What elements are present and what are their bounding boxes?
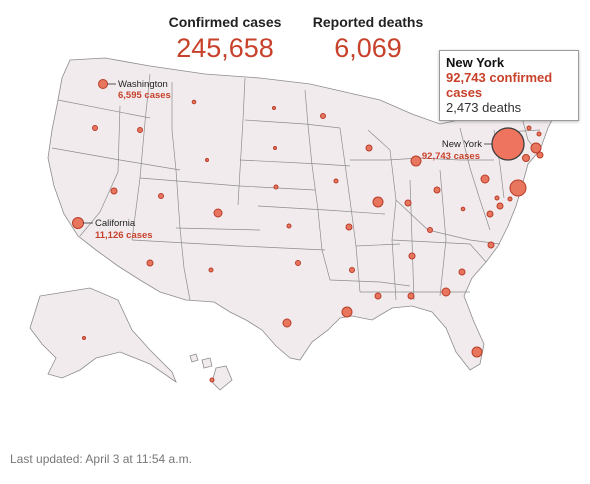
hawaii [189, 353, 233, 391]
state-tooltip: New York 92,743 confirmed cases 2,473 de… [439, 50, 579, 121]
last-updated: Last updated: April 3 at 11:54 a.m. [10, 452, 192, 466]
bubble-tennessee[interactable] [408, 252, 416, 260]
tooltip-deaths: 2,473 deaths [446, 100, 522, 115]
bubble-mississippi[interactable] [374, 292, 382, 300]
confirmed-cases-stat: Confirmed cases 245,658 [166, 14, 284, 63]
alaska [29, 287, 177, 384]
bubble-utah[interactable] [158, 193, 164, 199]
bubble-iowa[interactable] [333, 178, 339, 184]
label-california-cases: 11,126 cases [95, 230, 153, 241]
reported-deaths-stat: Reported deaths 6,069 [312, 14, 424, 63]
bubble-west-virginia[interactable] [460, 206, 466, 212]
bubble-michigan[interactable] [410, 155, 422, 167]
confirmed-cases-label: Confirmed cases [168, 14, 282, 30]
bubble-south-dakota[interactable] [273, 146, 277, 150]
bubble-wyoming[interactable] [205, 158, 209, 162]
bubble-virginia[interactable] [486, 210, 494, 218]
bubble-georgia[interactable] [441, 287, 451, 297]
bubble-california[interactable] [72, 217, 84, 229]
reported-deaths-label: Reported deaths [312, 14, 424, 30]
bubble-new-jersey[interactable] [509, 179, 527, 197]
bubble-indiana[interactable] [404, 199, 412, 207]
bubble-dc[interactable] [494, 195, 500, 201]
confirmed-cases-value: 245,658 [176, 33, 274, 63]
bubble-delaware[interactable] [507, 196, 513, 202]
bubble-kentucky[interactable] [427, 227, 433, 233]
bubble-texas[interactable] [282, 318, 292, 328]
label-washington: Washington 6,595 cases [107, 79, 171, 101]
bubble-nebraska[interactable] [273, 184, 279, 190]
bubble-oklahoma[interactable] [295, 260, 301, 266]
bubble-nevada[interactable] [110, 187, 118, 195]
bubble-massachusetts[interactable] [530, 142, 542, 154]
label-new-york-cases: 92,743 cases [422, 151, 480, 162]
reported-deaths-value: 6,069 [334, 33, 402, 63]
bubble-vermont[interactable] [526, 125, 532, 131]
bubble-oregon[interactable] [92, 125, 98, 131]
bubble-north-dakota[interactable] [272, 106, 276, 110]
bubble-rhode-island[interactable] [536, 151, 544, 159]
bubble-connecticut[interactable] [522, 154, 530, 162]
bubble-louisiana[interactable] [341, 306, 353, 318]
bubble-hawaii[interactable] [209, 377, 215, 383]
tooltip-state-name: New York [446, 55, 505, 70]
state-borders [51, 73, 541, 301]
label-california-name: California [95, 218, 136, 229]
bubble-south-carolina[interactable] [458, 268, 466, 276]
bubble-pennsylvania[interactable] [480, 174, 490, 184]
bubble-missouri[interactable] [345, 223, 353, 231]
label-new-york: New York 92,743 cases [422, 139, 492, 162]
bubble-alaska[interactable] [82, 336, 86, 340]
label-california: California 11,126 cases [83, 218, 153, 241]
bubble-arkansas[interactable] [349, 267, 355, 273]
bubble-maryland[interactable] [496, 202, 504, 210]
bubble-minnesota[interactable] [320, 113, 326, 119]
bubble-wisconsin[interactable] [365, 144, 373, 152]
bubble-kansas[interactable] [286, 223, 292, 229]
bubble-north-carolina[interactable] [487, 241, 495, 249]
case-bubbles [72, 79, 551, 383]
bubble-montana[interactable] [191, 99, 197, 105]
bubble-arizona[interactable] [146, 259, 154, 267]
bubble-idaho[interactable] [137, 127, 143, 133]
bubble-new-mexico[interactable] [208, 267, 214, 273]
bubble-illinois[interactable] [372, 196, 384, 208]
bubble-florida[interactable] [471, 346, 483, 358]
bubble-ohio[interactable] [433, 186, 441, 194]
bubble-new-hampshire[interactable] [536, 131, 542, 137]
bubble-alabama[interactable] [407, 292, 415, 300]
label-washington-name: Washington [118, 79, 168, 90]
label-new-york-name: New York [442, 139, 482, 150]
bubble-colorado[interactable] [213, 208, 223, 218]
bubble-new-york[interactable] [491, 127, 525, 161]
bubble-washington[interactable] [98, 79, 108, 89]
tooltip-cases: 92,743 confirmed cases [446, 70, 553, 100]
label-washington-cases: 6,595 cases [118, 90, 171, 101]
